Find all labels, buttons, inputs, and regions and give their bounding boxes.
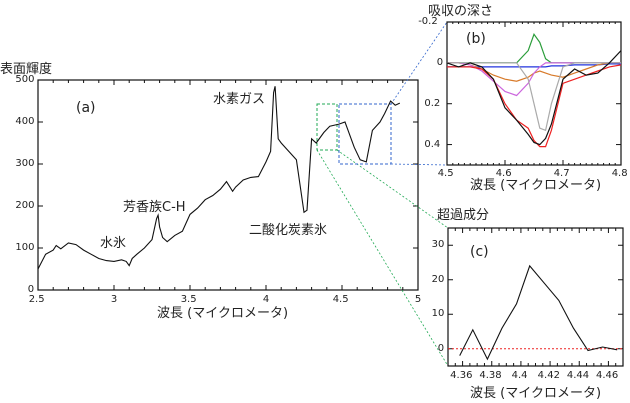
y-tick-label: 200 [15,200,35,211]
panel-c-axes [447,227,624,367]
x-tick-label: 5 [414,294,422,305]
x-tick-label: 2.5 [28,294,45,305]
y-tick-label: 300 [15,158,35,169]
zoom-box-c-region [316,103,449,367]
y-tick-label: 100 [15,242,35,253]
panel-a-axes [37,79,419,291]
x-tick-label: 4.6 [495,168,512,179]
absorption-fit-lines [446,33,622,148]
y-tick-label: 0.4 [424,138,441,150]
panel-b-xlabel: 波長 (マイクロメータ) [470,178,602,193]
panel-b-ylabel: 吸収の深さ [428,4,494,19]
annotation-hydrogen-gas: 水素ガス [213,92,266,107]
x-tick-label: 4.7 [553,168,570,179]
x-tick-label: 4.5 [437,168,454,179]
y-tick-label: 0 [436,56,444,68]
y-tick-label: 30 [431,239,445,251]
x-tick-label: 4.38 [479,370,502,381]
x-tick-label: 4.5 [332,294,349,305]
y-tick-label: 500 [15,74,35,85]
panel-b-axes [446,21,622,166]
x-tick-label: 4.46 [596,370,619,381]
series-gray-component [447,62,621,132]
annotation-water-ice: 水氷 [100,236,127,251]
y-tick-label: 20 [431,273,445,285]
x-tick-label: 4 [262,294,270,305]
x-tick-label: 4.42 [537,370,560,381]
zoom-box-b-region [338,21,448,166]
panel-c-label: (c) [470,244,489,260]
panel-a-ylabel: 表面輝度 [0,62,53,77]
panel-c-xlabel: 波長 (マイクロメータ) [470,386,602,401]
panel-a-label: (a) [76,100,96,116]
annotation-co2-ice: 二酸化炭素氷 [249,223,328,238]
x-tick-label: 4.8 [611,168,628,179]
y-tick-label: 0 [437,342,445,354]
x-tick-label: 4.4 [511,370,528,381]
y-tick-label: 10 [431,308,445,320]
annotation-aromatic-ch: 芳香族C-H [123,200,186,215]
y-tick-label: -0.2 [418,16,438,27]
series-observed [446,50,622,146]
panel-a-xlabel: 波長 (マイクロメータ) [157,306,289,321]
x-tick-label: 4.36 [450,370,473,381]
series-blue-baseline [447,63,621,68]
spectrum-line [37,86,401,270]
excess-component-line [459,264,618,361]
panel-c-ylabel: 超過成分 [437,208,490,223]
x-tick-label: 3.5 [180,294,197,305]
x-tick-label: 4.44 [566,370,590,381]
panel-b-label: (b) [466,31,486,47]
y-tick-label: 0 [27,284,35,295]
y-tick-label: 400 [15,116,35,127]
y-tick-label: 0.2 [424,97,441,109]
x-tick-label: 3 [110,294,118,305]
